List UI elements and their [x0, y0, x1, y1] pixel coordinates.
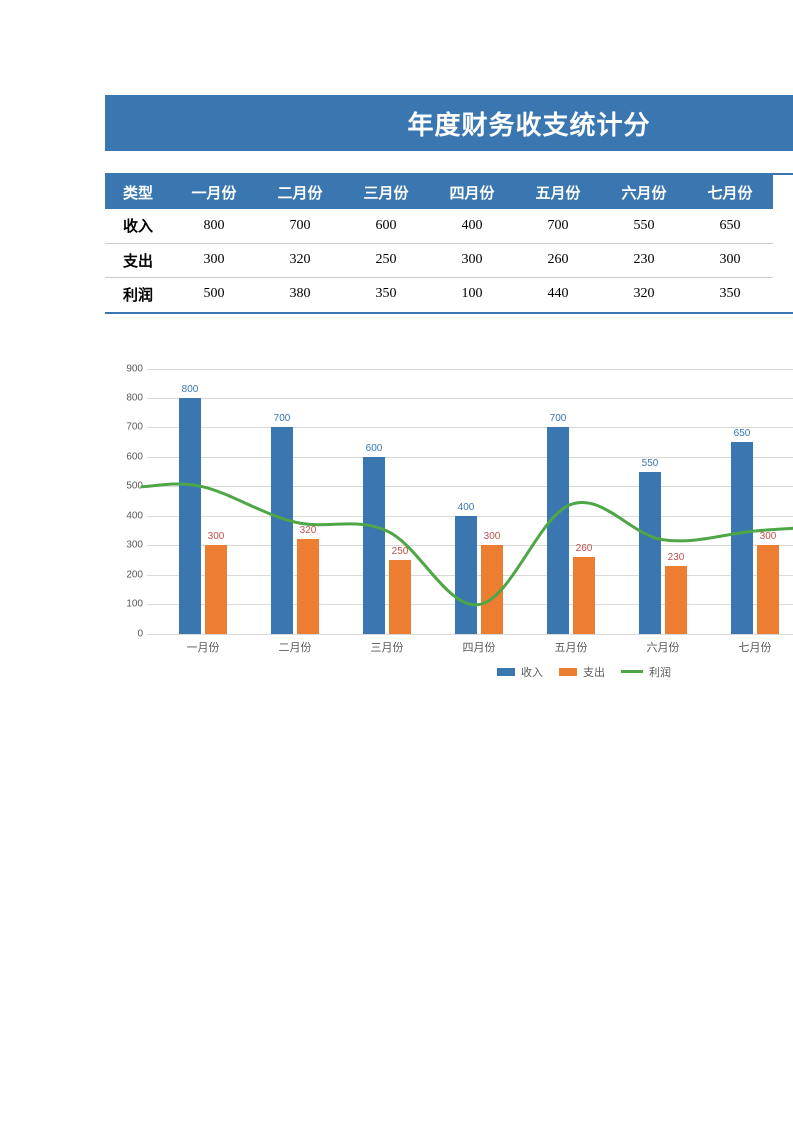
y-tick-label: 200	[126, 569, 143, 580]
y-axis: 0100200300400500600700800900	[105, 369, 145, 634]
col-header-month: 二月份	[257, 175, 343, 209]
table-cell: 230	[601, 243, 687, 277]
table-cell: 700	[515, 209, 601, 243]
y-tick-label: 600	[126, 451, 143, 462]
table-cell: 700	[257, 209, 343, 243]
table-cell: 380	[257, 277, 343, 311]
legend-line-swatch	[621, 670, 643, 673]
table-cell: 800	[171, 209, 257, 243]
data-table: 类型一月份二月份三月份四月份五月份六月份七月份 收入80070060040070…	[105, 175, 773, 312]
legend-swatch	[497, 668, 515, 676]
table-cell: 320	[601, 277, 687, 311]
table-row: 支出300320250300260230300	[105, 243, 773, 277]
table-cell: 440	[515, 277, 601, 311]
table-cell: 320	[257, 243, 343, 277]
table-cell: 600	[343, 209, 429, 243]
col-header-month: 七月份	[687, 175, 773, 209]
y-tick-label: 0	[137, 628, 143, 639]
y-tick-label: 300	[126, 540, 143, 551]
table-cell: 300	[171, 243, 257, 277]
table-cell: 550	[601, 209, 687, 243]
page-title: 年度财务收支统计分	[407, 105, 650, 142]
legend-label: 支出	[583, 664, 605, 680]
col-header-type: 类型	[105, 175, 171, 209]
x-axis-label: 六月份	[617, 639, 709, 655]
col-header-month: 四月份	[429, 175, 515, 209]
y-tick-label: 900	[126, 363, 143, 374]
col-header-month: 五月份	[515, 175, 601, 209]
x-axis-label: 一月份	[157, 639, 249, 655]
x-axis-label: 三月份	[341, 639, 433, 655]
table-cell: 650	[687, 209, 773, 243]
y-tick-label: 100	[126, 599, 143, 610]
table-row: 利润500380350100440320350	[105, 277, 773, 311]
legend-swatch	[559, 668, 577, 676]
row-label: 利润	[105, 277, 171, 311]
profit-line	[142, 484, 793, 605]
chart-legend: 收入 支出 利润	[105, 664, 793, 680]
x-axis-label: 五月份	[525, 639, 617, 655]
table-cell: 500	[171, 277, 257, 311]
col-header-month: 三月份	[343, 175, 429, 209]
legend-label: 收入	[521, 664, 543, 680]
gridline	[147, 634, 793, 635]
col-header-month: 一月份	[171, 175, 257, 209]
combo-chart: 0100200300400500600700800900 80030070032…	[105, 369, 793, 699]
table-cell: 250	[343, 243, 429, 277]
page-title-bar: 年度财务收支统计分	[105, 95, 793, 151]
y-tick-label: 700	[126, 422, 143, 433]
table-cell: 350	[687, 277, 773, 311]
y-tick-label: 800	[126, 392, 143, 403]
y-tick-label: 500	[126, 481, 143, 492]
x-axis-labels: 一月份二月份三月份四月份五月份六月份七月份	[147, 639, 793, 659]
table-cell: 350	[343, 277, 429, 311]
table-cell: 300	[687, 243, 773, 277]
table-cell: 400	[429, 209, 515, 243]
table-cell: 260	[515, 243, 601, 277]
table-body: 收入800700600400700550650支出300320250300260…	[105, 209, 773, 311]
legend-label: 利润	[649, 664, 671, 680]
y-tick-label: 400	[126, 510, 143, 521]
profit-line-svg	[147, 369, 793, 634]
table-row: 收入800700600400700550650	[105, 209, 773, 243]
row-label: 支出	[105, 243, 171, 277]
row-label: 收入	[105, 209, 171, 243]
table-cell: 100	[429, 277, 515, 311]
x-axis-label: 七月份	[709, 639, 793, 655]
x-axis-label: 四月份	[433, 639, 525, 655]
table-header-row: 类型一月份二月份三月份四月份五月份六月份七月份	[105, 175, 773, 209]
data-table-container: 类型一月份二月份三月份四月份五月份六月份七月份 收入80070060040070…	[105, 173, 793, 314]
table-cell: 300	[429, 243, 515, 277]
x-axis-label: 二月份	[249, 639, 341, 655]
col-header-month: 六月份	[601, 175, 687, 209]
